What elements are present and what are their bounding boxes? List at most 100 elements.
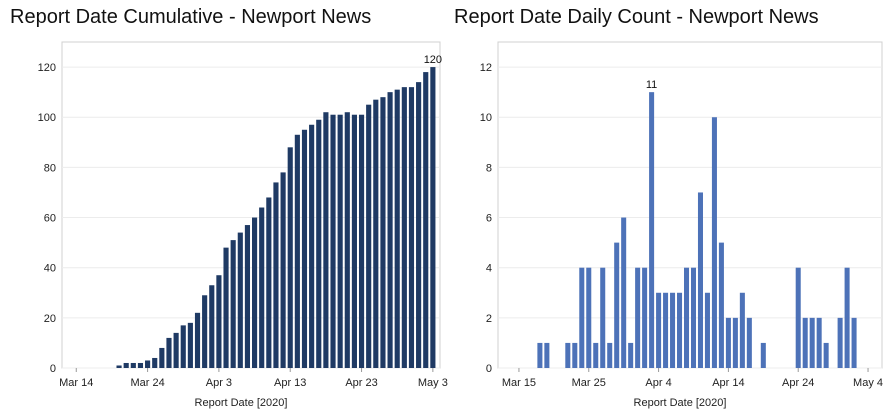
- daily-x-tick-label: Apr 4: [645, 377, 671, 389]
- cumulative-bar: [294, 134, 300, 368]
- daily-x-axis-title: Report Date [2020]: [634, 397, 727, 409]
- daily-bar: [537, 342, 543, 368]
- cumulative-bar: [380, 97, 386, 369]
- cumulative-bar: [394, 89, 400, 369]
- daily-bar: [593, 342, 599, 368]
- daily-bar: [795, 267, 801, 368]
- daily-y-tick-label: 2: [486, 313, 492, 325]
- cumulative-bar: [166, 337, 172, 368]
- cumulative-bar: [351, 114, 357, 368]
- cumulative-bar: [358, 114, 365, 368]
- daily-bar: [635, 267, 641, 368]
- cumulative-bar: [180, 325, 186, 368]
- cumulative-bar: [194, 312, 201, 368]
- daily-y-tick-label: 6: [486, 213, 492, 225]
- cumulative-bar: [280, 172, 286, 368]
- cumulative-bar: [244, 225, 251, 368]
- cumulative-x-tick-label: Apr 13: [274, 377, 306, 389]
- daily-chart: 0 2 4 6 8 10 12 Mar 15 Mar 25 Apr 4 Apr 14 Apr 24 Ma…: [480, 41, 883, 409]
- cumulative-bar: [202, 295, 208, 368]
- daily-bar: [816, 317, 822, 368]
- daily-bar: [656, 292, 662, 368]
- daily-bar: [670, 292, 676, 368]
- daily-bar: [621, 217, 627, 368]
- daily-bar: [760, 342, 766, 368]
- cumulative-bar: [416, 82, 422, 369]
- daily-bar: [642, 267, 648, 368]
- daily-bar: [586, 267, 592, 368]
- cumulative-bar: [387, 92, 393, 369]
- daily-bar: [649, 92, 655, 369]
- cumulative-bar: [337, 114, 343, 368]
- daily-bar: [628, 342, 634, 368]
- daily-y-tick-label: 0: [486, 363, 492, 375]
- daily-data-label: 11: [646, 79, 657, 91]
- cumulative-y-tick-label: 60: [44, 213, 56, 225]
- left-chart-title: Report Date Cumulative - Newport News: [10, 6, 372, 28]
- cumulative-bar: [159, 347, 165, 368]
- daily-bar: [732, 317, 738, 368]
- cumulative-bar: [366, 104, 372, 368]
- daily-y-tick-label: 10: [480, 112, 492, 124]
- daily-y-tick-label: 4: [486, 263, 492, 275]
- daily-bar: [725, 317, 731, 368]
- daily-bar: [823, 342, 829, 368]
- cumulative-bar: [123, 362, 129, 368]
- daily-bar: [677, 292, 683, 368]
- daily-bar: [565, 342, 571, 368]
- right-chart-title: Report Date Daily Count - Newport News: [454, 6, 819, 28]
- cumulative-bar: [316, 119, 322, 369]
- daily-bar: [802, 317, 808, 368]
- cumulative-bar: [130, 362, 136, 368]
- cumulative-x-tick-label: Apr 3: [206, 377, 232, 389]
- daily-plot-frame: [497, 41, 883, 369]
- daily-bar: [851, 317, 857, 368]
- cumulative-x-tick-label: Apr 23: [345, 377, 377, 389]
- cumulative-x-tick-label: May 3: [418, 377, 448, 389]
- cumulative-bar: [116, 365, 122, 368]
- daily-bar: [809, 317, 815, 368]
- daily-bar: [704, 292, 710, 368]
- cumulative-bar: [273, 182, 279, 368]
- cumulative-bar: [223, 247, 229, 368]
- daily-x-tick-label: May 4: [853, 377, 883, 389]
- daily-x-tick-label: Apr 14: [712, 377, 744, 389]
- cumulative-bar: [152, 357, 158, 368]
- cumulative-x-tick-label: Mar 24: [130, 377, 164, 389]
- cumulative-bar: [216, 275, 222, 368]
- daily-x-tick-label: Apr 24: [782, 377, 814, 389]
- daily-bar: [697, 192, 703, 368]
- cumulative-bar: [209, 285, 215, 368]
- cumulative-bar: [408, 87, 415, 368]
- cumulative-data-label: 120: [424, 54, 442, 66]
- daily-bar: [614, 242, 620, 368]
- daily-bar: [579, 267, 585, 368]
- cumulative-y-tick-label: 40: [44, 263, 56, 275]
- cumulative-bar: [137, 362, 144, 368]
- cumulative-x-tick-label: Mar 14: [59, 377, 93, 389]
- daily-bar: [663, 292, 669, 368]
- daily-y-tick-label: 8: [486, 162, 492, 174]
- cumulative-bar: [230, 240, 236, 368]
- cumulative-bar: [301, 129, 308, 368]
- daily-bar: [746, 317, 752, 368]
- daily-x-tick-label: Mar 25: [572, 377, 606, 389]
- daily-y-tick-label: 12: [480, 62, 492, 74]
- cumulative-bar: [259, 207, 265, 368]
- daily-bar: [544, 342, 550, 368]
- cumulative-bar: [287, 147, 293, 368]
- cumulative-bar: [323, 112, 329, 368]
- cumulative-chart: 0 20 40 60 80 100 120 Mar 14 Mar 24 Apr 3 Apr 13 Ap…: [38, 41, 448, 409]
- cumulative-bar: [344, 112, 350, 368]
- cumulative-y-tick-label: 80: [44, 162, 56, 174]
- cumulative-bar: [187, 322, 193, 368]
- cumulative-bar: [430, 67, 436, 368]
- daily-x-tick-label: Mar 15: [502, 377, 536, 389]
- cumulative-y-tick-label: 20: [44, 313, 56, 325]
- daily-bar: [690, 267, 697, 368]
- cumulative-bar: [373, 99, 379, 369]
- daily-bar: [718, 242, 724, 368]
- daily-bar: [684, 267, 690, 368]
- cumulative-y-tick-label: 0: [50, 363, 56, 375]
